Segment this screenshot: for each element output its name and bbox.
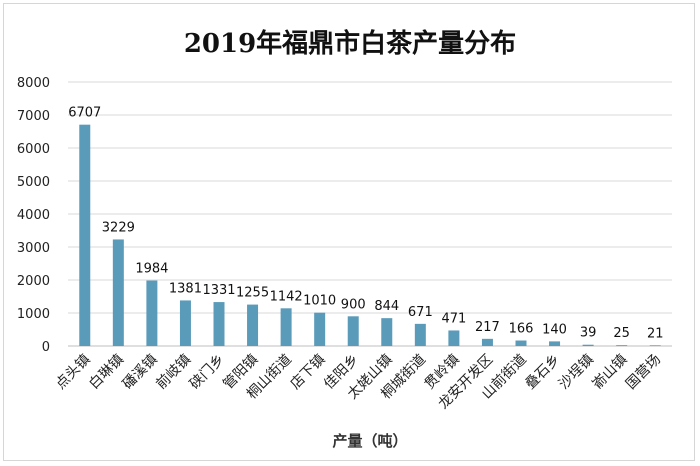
y-tick-label: 6000 <box>17 142 50 157</box>
y-tick-label: 5000 <box>17 175 50 190</box>
x-tick-label: 沙埕镇 <box>556 352 597 393</box>
bar <box>582 344 594 346</box>
data-label: 1331 <box>202 283 235 298</box>
x-tick-label: 点头镇 <box>53 352 94 393</box>
bar <box>314 312 326 346</box>
bar <box>549 341 561 346</box>
bar <box>146 280 158 346</box>
x-tick-label: 店下镇 <box>287 352 328 393</box>
data-label: 6707 <box>68 106 101 121</box>
y-tick-label: 0 <box>42 340 50 355</box>
bar <box>179 300 191 346</box>
data-label: 140 <box>542 322 567 337</box>
y-tick-label: 3000 <box>17 241 50 256</box>
bar <box>347 316 359 346</box>
x-tick-label: 磻溪镇 <box>120 352 161 393</box>
x-axis-label: 产量（吨） <box>332 432 407 450</box>
bar <box>515 340 527 346</box>
data-label: 39 <box>580 326 597 341</box>
bar <box>280 308 292 346</box>
y-tick-label: 2000 <box>17 274 50 289</box>
chart-frame <box>3 3 695 461</box>
bar <box>448 330 460 346</box>
y-tick-label: 1000 <box>17 307 50 322</box>
bar <box>213 302 225 346</box>
data-label: 3229 <box>102 220 135 235</box>
bar <box>381 318 393 346</box>
x-tick-label: 白琳镇 <box>86 352 127 393</box>
data-label: 900 <box>341 297 366 312</box>
chart-title: 2019年福鼎市白茶产量分布 <box>184 28 516 59</box>
data-label: 1142 <box>270 289 303 304</box>
data-label: 21 <box>647 326 664 341</box>
y-tick-label: 4000 <box>17 208 50 223</box>
bar <box>414 323 426 346</box>
x-tick-label: 嵛山镇 <box>589 352 630 393</box>
data-label: 671 <box>408 305 433 320</box>
x-tick-label: 国营场 <box>623 352 664 393</box>
data-label: 166 <box>509 322 534 337</box>
bar <box>616 345 628 346</box>
data-label: 1381 <box>169 281 202 296</box>
x-tick-label: 前岐镇 <box>153 351 195 393</box>
y-tick-label: 8000 <box>17 76 50 91</box>
data-label: 1984 <box>135 262 168 277</box>
bar <box>247 304 259 346</box>
bar <box>112 239 124 346</box>
data-label: 471 <box>441 311 466 326</box>
data-label: 1255 <box>236 286 269 301</box>
data-label: 1010 <box>303 294 336 309</box>
bar <box>481 338 493 346</box>
x-tick-label: 硖门乡 <box>187 352 228 393</box>
data-label: 844 <box>374 299 399 314</box>
data-label: 217 <box>475 320 500 335</box>
data-label: 25 <box>613 326 630 341</box>
y-tick-label: 7000 <box>17 109 50 124</box>
bar <box>79 124 91 346</box>
x-tick-label: 叠石乡 <box>522 352 563 393</box>
bar <box>649 345 661 346</box>
